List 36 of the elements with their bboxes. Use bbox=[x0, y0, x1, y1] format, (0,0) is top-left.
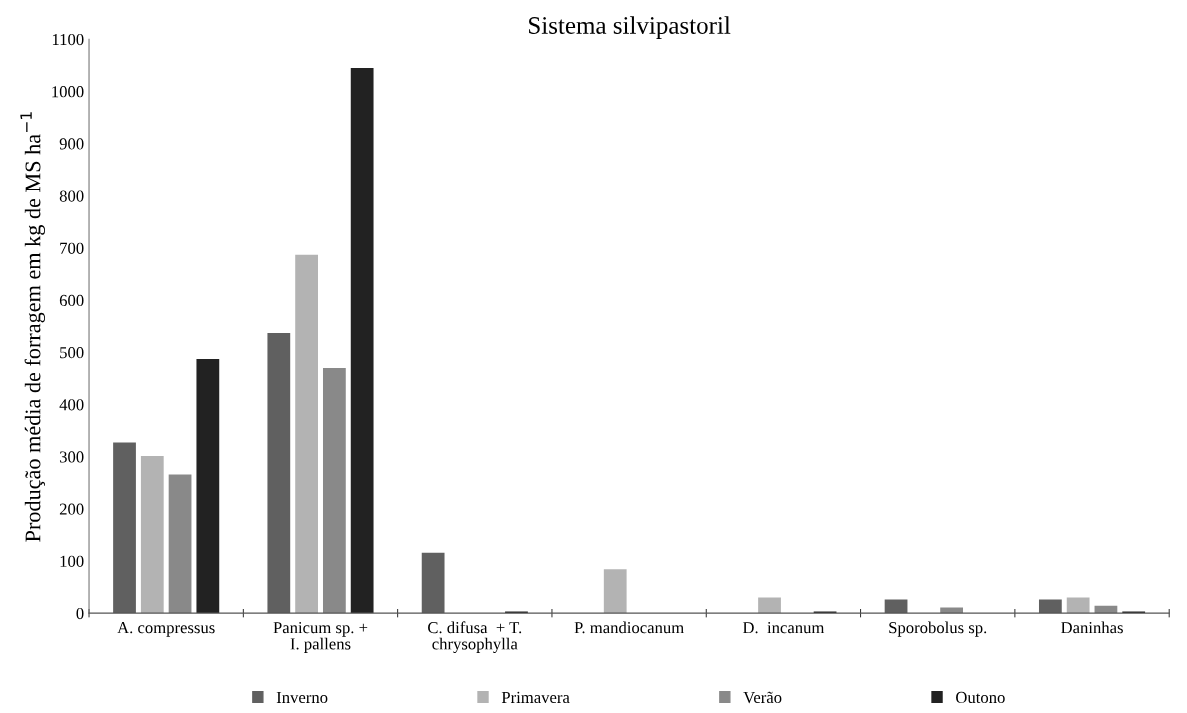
chart-title: Sistema silvipastoril bbox=[529, 16, 731, 39]
y-tick-label: 800 bbox=[59, 190, 84, 202]
bar bbox=[1066, 597, 1090, 614]
bar bbox=[196, 359, 220, 614]
x-tick-label: Sporobolus sp. bbox=[889, 621, 987, 637]
bar bbox=[140, 456, 164, 614]
y-tick-label: 100 bbox=[60, 555, 84, 567]
legend-label: Inverno bbox=[276, 691, 328, 704]
y-tick-label: 200 bbox=[59, 503, 84, 515]
bar bbox=[168, 474, 192, 614]
legend-label: Verão bbox=[743, 691, 782, 704]
bar bbox=[350, 67, 374, 614]
bar bbox=[322, 367, 346, 614]
bar bbox=[1094, 605, 1118, 614]
y-tick-label: 900 bbox=[59, 138, 84, 150]
y-tick-label: 1100 bbox=[52, 33, 84, 46]
y-tick-label: 700 bbox=[60, 242, 84, 254]
bar bbox=[295, 254, 318, 614]
x-tick-label: Panicum sp. + I. pallens bbox=[273, 622, 368, 653]
x-tick-label: A. compressus bbox=[117, 622, 215, 637]
y-tick-label: 500 bbox=[60, 346, 84, 359]
bar bbox=[758, 597, 781, 614]
x-tick-label: Daninhas bbox=[1061, 621, 1123, 634]
y-tick-label: 0 bbox=[76, 607, 84, 620]
x-tick-label: D. incanum bbox=[742, 622, 825, 634]
x-tick-label: P. mandiocanum bbox=[574, 621, 684, 634]
bar bbox=[603, 569, 627, 614]
y-tick-label: 1000 bbox=[52, 86, 84, 98]
y-axis-title: Produção média de forragem em kg de MS ha$^{−1}$ bbox=[20, 112, 46, 542]
legend-label: Primavera bbox=[501, 691, 570, 704]
bar bbox=[940, 607, 964, 614]
legend-label: Outono bbox=[956, 691, 1005, 704]
y-tick-label: 600 bbox=[59, 294, 84, 307]
x-tick-label: C. difusa + T. chrysophylla bbox=[428, 621, 522, 653]
y-tick-label: 400 bbox=[59, 399, 84, 411]
y-tick-label: 300 bbox=[59, 451, 84, 463]
